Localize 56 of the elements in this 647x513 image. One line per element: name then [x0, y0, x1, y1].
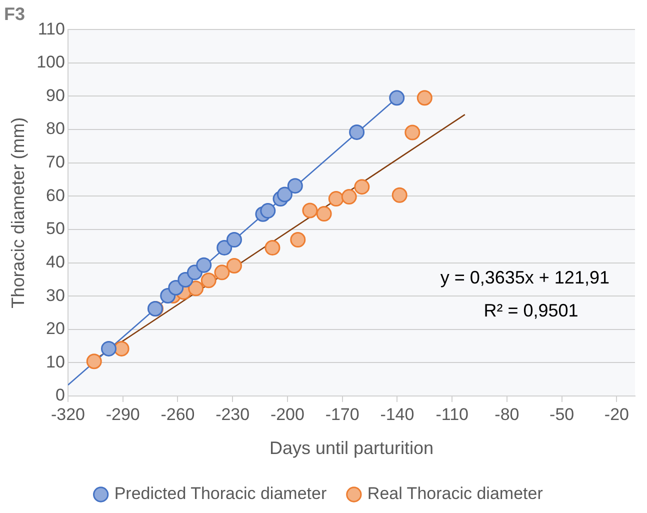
point — [114, 340, 130, 356]
point — [416, 90, 432, 106]
x-tick-label: -50 — [550, 404, 574, 424]
x-tick-label: -260 — [160, 404, 195, 424]
point — [216, 240, 232, 256]
point — [214, 264, 230, 280]
y-tick-label: 0 — [55, 386, 65, 405]
point — [341, 189, 357, 205]
point — [392, 187, 408, 203]
chart-title: F3 — [4, 4, 26, 24]
y-tick-label: 60 — [46, 186, 65, 205]
annotation: y = 0,3635x + 121,91 — [440, 268, 610, 288]
y-tick-label: 40 — [46, 252, 65, 272]
point — [349, 124, 365, 140]
y-axis-title: Thoracic diameter (mm) — [8, 117, 28, 308]
point — [287, 178, 303, 194]
point — [226, 258, 242, 274]
point — [101, 340, 117, 356]
y-tick-label: 80 — [46, 119, 65, 138]
x-tick-label: -320 — [50, 404, 85, 424]
point — [354, 179, 370, 195]
y-tick-label: 70 — [46, 152, 65, 172]
point — [200, 272, 216, 288]
y-tick-label: 30 — [46, 286, 65, 305]
point — [276, 186, 292, 202]
x-tick-label: -200 — [270, 404, 304, 424]
point — [196, 257, 212, 273]
annotation: R² = 0,9501 — [484, 300, 578, 321]
y-tick-label: 20 — [46, 319, 65, 338]
x-tick-label: -290 — [106, 404, 140, 424]
x-tick-label: -110 — [436, 404, 468, 424]
point — [316, 206, 332, 222]
point — [264, 240, 280, 256]
y-tick-label: 100 — [36, 52, 65, 72]
x-tick-label: -80 — [494, 404, 520, 424]
y-tick-label: 10 — [46, 352, 65, 372]
point — [389, 90, 405, 106]
point — [328, 191, 344, 207]
point — [168, 280, 184, 296]
y-tick-label: 110 — [38, 19, 65, 38]
y-tick-label: 90 — [46, 86, 65, 105]
point — [260, 203, 276, 219]
point — [188, 280, 204, 296]
point — [226, 232, 242, 248]
y-tick-label: 50 — [46, 219, 65, 238]
x-tick-label: -230 — [216, 404, 250, 424]
x-tick-label: -20 — [604, 404, 629, 424]
legend-label: Predicted Thoracic diameter — [114, 484, 327, 504]
x-axis-title: Days until parturition — [269, 438, 434, 458]
point — [302, 202, 318, 218]
point — [404, 124, 420, 140]
legend-label: Real Thoracic diameter — [367, 484, 544, 504]
x-tick-label: -170 — [325, 404, 360, 424]
point — [290, 232, 306, 248]
point — [86, 354, 102, 370]
x-tick-label: -140 — [380, 404, 414, 424]
